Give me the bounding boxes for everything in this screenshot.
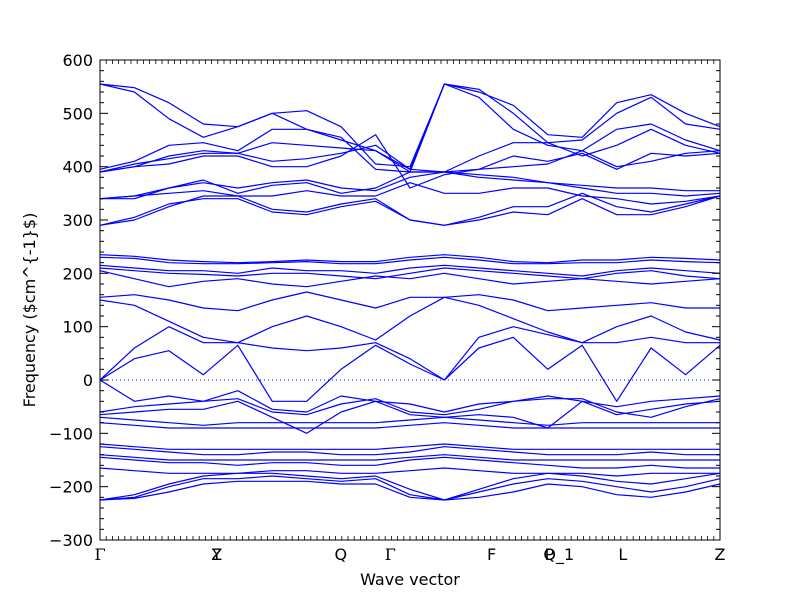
x-tick-label: Γ (385, 545, 396, 564)
x-tick-label: Y (211, 545, 222, 564)
x-axis-label: Wave vector (360, 570, 460, 589)
y-tick-label: 500 (62, 104, 93, 123)
band-line-6 (99, 134, 721, 189)
band-line-25 (99, 422, 720, 429)
band-line-18 (99, 296, 721, 344)
band-line-20 (99, 336, 721, 402)
band-line-27 (99, 446, 720, 456)
y-tick-label: −200 (49, 478, 93, 497)
y-tick-label: 0 (83, 371, 93, 390)
x-tick-label: Z (211, 545, 222, 564)
band-line-32 (99, 475, 721, 501)
band-line-19 (99, 326, 720, 381)
y-tick-label: 400 (62, 158, 93, 177)
band-line-11 (99, 195, 721, 226)
band-line-13 (99, 256, 721, 265)
band-line-23 (99, 400, 721, 434)
band-line-26 (99, 443, 720, 450)
x-tick-label: Z (715, 545, 726, 564)
y-tick-label: −300 (49, 531, 93, 550)
x-axis-ticks: Γ YZ Q Γ F PQ_1 L Z (94, 60, 726, 565)
band-line-1 (99, 83, 721, 168)
y-tick-label: 300 (62, 211, 93, 230)
x-tick-label: P (545, 545, 555, 564)
y-tick-label: 100 (62, 318, 93, 337)
x-tick-label: Q (334, 545, 347, 564)
band-line-24 (99, 416, 720, 426)
band-line-5 (99, 144, 721, 173)
y-tick-label: −100 (49, 424, 93, 443)
y-tick-label: 600 (62, 51, 93, 70)
y-axis-ticks: −300 −200 −100 0 100 200 300 400 500 600 (49, 51, 720, 550)
x-tick-label: F (487, 545, 496, 564)
band-line-14 (99, 264, 721, 277)
plot-frame (99, 59, 721, 541)
plot-area (99, 83, 721, 501)
band-line-8 (100, 171, 721, 200)
band-line-17 (99, 291, 720, 312)
band-line-29 (99, 456, 720, 469)
y-axis-label: Frequency ($cm^{-1}$) (20, 213, 39, 408)
band-line-31 (99, 472, 721, 501)
y-tick-label: 200 (62, 264, 93, 283)
band-line-3 (99, 83, 721, 170)
x-tick-label: L (618, 545, 627, 564)
band-line-22 (99, 398, 721, 418)
band-line-16 (99, 270, 721, 288)
band-line-15 (99, 267, 721, 280)
band-line-9 (99, 182, 721, 205)
band-line-33 (99, 480, 721, 501)
band-line-12 (99, 254, 721, 264)
band-line-30 (99, 467, 720, 477)
x-tick-label: Q_1 (543, 545, 574, 565)
band-line-28 (99, 454, 720, 461)
x-tick-label: Γ (94, 545, 105, 564)
band-line-7 (99, 171, 720, 200)
